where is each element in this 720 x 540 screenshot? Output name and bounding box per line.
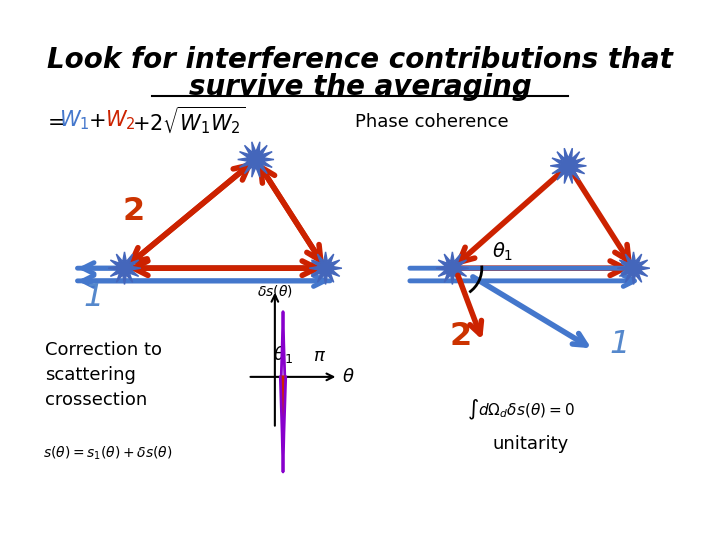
Polygon shape [436,252,469,285]
Polygon shape [108,252,141,285]
Text: $=$: $=$ [43,111,64,131]
Polygon shape [238,142,274,177]
Text: survive the averaging: survive the averaging [189,73,531,101]
Polygon shape [617,252,650,285]
Text: $\int d\Omega_d \delta s(\theta) = 0$: $\int d\Omega_d \delta s(\theta) = 0$ [467,399,575,422]
Text: unitarity: unitarity [492,435,568,453]
Text: $\theta_1$: $\theta_1$ [273,344,293,365]
Text: Phase coherence: Phase coherence [356,113,509,131]
Text: 1: 1 [84,282,104,313]
Text: 1: 1 [609,329,629,360]
Text: $W_1$: $W_1$ [59,109,90,132]
Text: $\theta_1$: $\theta_1$ [492,241,513,263]
Text: 2: 2 [122,195,145,227]
Text: Look for interference contributions that: Look for interference contributions that [47,46,673,74]
Text: Correction to
scattering
crossection: Correction to scattering crossection [45,341,162,409]
Text: $\pi$: $\pi$ [312,347,325,365]
Polygon shape [310,252,342,285]
Text: 2: 2 [449,321,472,352]
Text: $s(\theta) = s_1(\theta) + \delta s(\theta)$: $s(\theta) = s_1(\theta) + \delta s(\the… [43,444,173,462]
Polygon shape [550,148,586,184]
Text: $\theta$: $\theta$ [342,368,354,386]
Text: $+ 2\sqrt{W_1 W_2}$: $+ 2\sqrt{W_1 W_2}$ [132,105,246,136]
Text: $\delta s(\theta)$: $\delta s(\theta)$ [257,283,293,299]
Text: $+$: $+$ [89,111,106,131]
Text: $W_2$: $W_2$ [104,109,135,132]
